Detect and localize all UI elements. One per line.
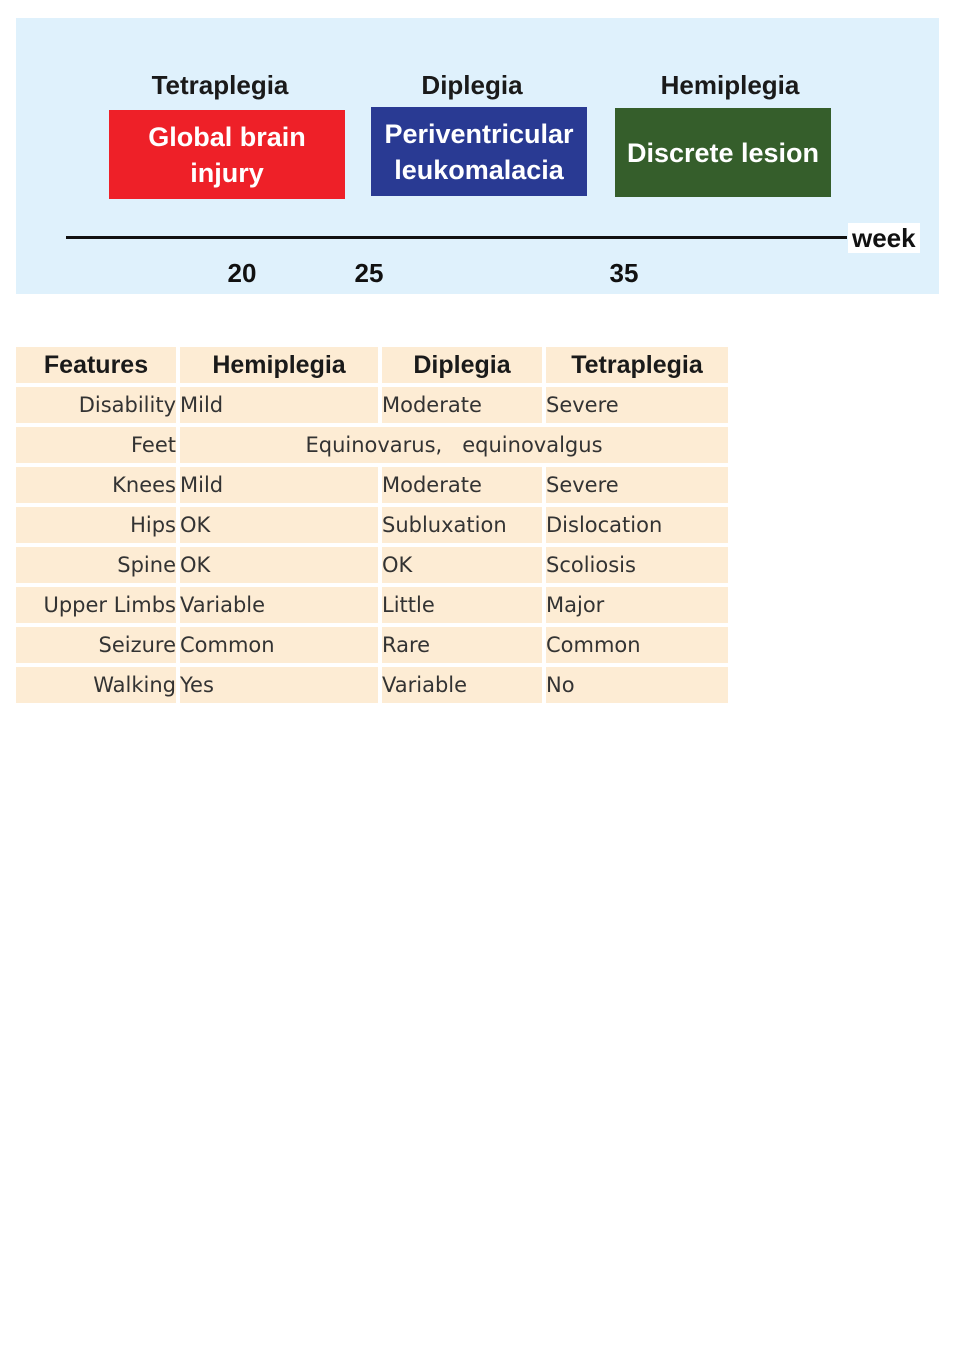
cell-hemiplegia: Yes: [180, 667, 378, 703]
axis-unit-label: week: [848, 223, 920, 253]
features-table: Features Hemiplegia Diplegia Tetraplegia…: [12, 343, 732, 707]
cell-hemiplegia: Common: [180, 627, 378, 663]
row-label: Upper Limbs: [16, 587, 176, 623]
table-row: Walking Yes Variable No: [16, 667, 728, 703]
cell-tetraplegia: Severe: [546, 467, 728, 503]
tick-label: 35: [609, 258, 639, 288]
cell-diplegia: Little: [382, 587, 542, 623]
cell-diplegia: Rare: [382, 627, 542, 663]
lesion-label: Discrete lesion: [626, 137, 820, 168]
cell-diplegia: Moderate: [382, 467, 542, 503]
cell-tetraplegia: Major: [546, 587, 728, 623]
lesion-periventricular-leukomalacia: Periventricular leukomalacia: [371, 107, 587, 196]
cell-hemiplegia: Mild: [180, 467, 378, 503]
lesion-discrete-lesion: Discrete lesion: [615, 108, 831, 197]
header-diplegia: Diplegia: [382, 347, 542, 383]
header-tetraplegia: Tetraplegia: [546, 347, 728, 383]
cell-tetraplegia: Dislocation: [546, 507, 728, 543]
cell-diplegia: OK: [382, 547, 542, 583]
cell-diplegia: Variable: [382, 667, 542, 703]
row-label: Feet: [16, 427, 176, 463]
row-label: Knees: [16, 467, 176, 503]
timeline-diagram: Tetraplegia Diplegia Hemiplegia Global b…: [16, 18, 939, 294]
table-row: Hips OK Subluxation Dislocation: [16, 507, 728, 543]
cell-spanning: Equinovarus, equinovalgus: [180, 427, 728, 463]
header-features: Features: [16, 347, 176, 383]
category-tetraplegia: Tetraplegia: [151, 70, 289, 100]
cell-hemiplegia: OK: [180, 507, 378, 543]
cell-hemiplegia: Variable: [180, 587, 378, 623]
table-row: Spine OK OK Scoliosis: [16, 547, 728, 583]
tick-label: 20: [227, 258, 257, 288]
category-diplegia: Diplegia: [421, 70, 523, 100]
cell-hemiplegia: Mild: [180, 387, 378, 423]
row-label: Seizure: [16, 627, 176, 663]
header-hemiplegia: Hemiplegia: [180, 347, 378, 383]
header-row: Features Hemiplegia Diplegia Tetraplegia: [16, 347, 728, 383]
cell-diplegia: Moderate: [382, 387, 542, 423]
cell-hemiplegia: OK: [180, 547, 378, 583]
row-label: Walking: [16, 667, 176, 703]
lesion-global-brain-injury: Global brain injury: [109, 110, 345, 199]
table-row: Disability Mild Moderate Severe: [16, 387, 728, 423]
lesion-label: Periventricular leukomalacia: [384, 118, 574, 185]
table-row: Seizure Common Rare Common: [16, 627, 728, 663]
tick-label: 25: [354, 258, 384, 288]
row-label: Spine: [16, 547, 176, 583]
category-hemiplegia: Hemiplegia: [660, 70, 800, 100]
week-axis-line: [66, 236, 847, 239]
lesion-label: Global brain injury: [148, 121, 306, 188]
cell-tetraplegia: No: [546, 667, 728, 703]
row-label: Hips: [16, 507, 176, 543]
cell-diplegia: Subluxation: [382, 507, 542, 543]
table-row: Feet Equinovarus, equinovalgus: [16, 427, 728, 463]
row-label: Disability: [16, 387, 176, 423]
table-row: Knees Mild Moderate Severe: [16, 467, 728, 503]
table-row: Upper Limbs Variable Little Major: [16, 587, 728, 623]
cell-tetraplegia: Scoliosis: [546, 547, 728, 583]
cell-tetraplegia: Common: [546, 627, 728, 663]
cell-tetraplegia: Severe: [546, 387, 728, 423]
